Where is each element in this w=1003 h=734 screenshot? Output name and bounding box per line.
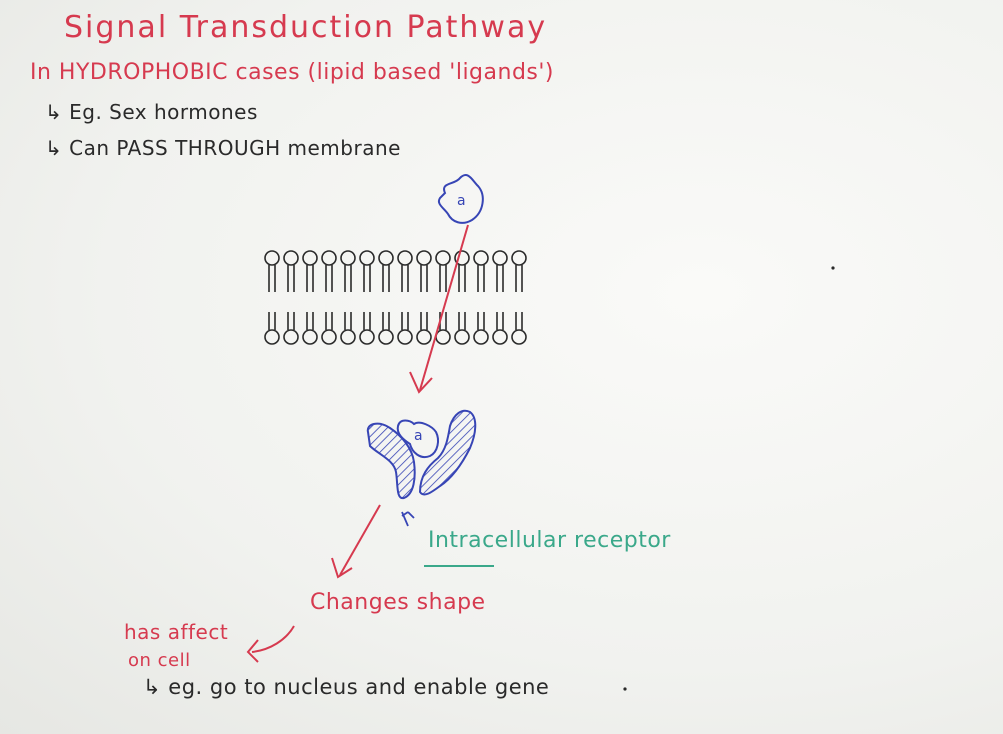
membrane-bullet: ↳ Can PASS THROUGH membrane [45, 136, 401, 160]
lipid-head [378, 329, 394, 345]
lipid-head [378, 250, 394, 266]
example-bullet: ↳ Eg. Sex hormones [45, 100, 258, 124]
lipid-head [473, 250, 489, 266]
lipid-head [397, 250, 413, 266]
lipid-head [302, 250, 318, 266]
lipid-head [283, 250, 299, 266]
lipid-head [511, 250, 527, 266]
membrane-inner-leaflet [264, 312, 527, 345]
receptor-right-lobe [418, 409, 477, 496]
membrane-crossing-arrowhead [409, 371, 433, 394]
lipid-head [416, 329, 432, 345]
lipid-head [511, 329, 527, 345]
marker-dot [831, 266, 835, 270]
nucleus-example: ↳ eg. go to nucleus and enable gene [143, 675, 550, 699]
lipid-head [321, 329, 337, 345]
ligand-blob [438, 174, 484, 224]
lipid-head [492, 329, 508, 345]
page-title: Signal Transduction Pathway [64, 10, 548, 45]
affect-label-line-2: on cell [128, 650, 191, 671]
marker-dot [623, 687, 627, 691]
receptor-left-lobe [366, 422, 416, 500]
lipid-head [340, 329, 356, 345]
ligand-label: a [457, 193, 467, 209]
receptor-label: Intracellular receptor [428, 528, 671, 553]
lipid-head [454, 329, 470, 345]
shape-change-label: Changes shape [310, 590, 486, 615]
lipid-head [473, 329, 489, 345]
lipid-head [454, 250, 470, 266]
bound-ligand-label: a [414, 428, 424, 444]
lipid-head [435, 329, 451, 345]
shape-change-arrow [339, 504, 381, 576]
lipid-head [283, 329, 299, 345]
lipid-head [435, 250, 451, 266]
receptor-bound-ligand [396, 419, 439, 458]
lipid-head [359, 250, 375, 266]
membrane-crossing-arrow [419, 224, 469, 391]
lipid-head [264, 329, 280, 345]
receptor-small-arrow [401, 511, 415, 527]
affect-arrow [246, 625, 295, 663]
shape-change-arrowhead [331, 557, 353, 579]
lipid-head [359, 329, 375, 345]
intracellular-receptor [366, 409, 477, 527]
lipid-head [302, 329, 318, 345]
lipid-head [340, 250, 356, 266]
lipid-head [321, 250, 337, 266]
membrane-outer-leaflet [264, 250, 527, 292]
lipid-head [397, 329, 413, 345]
lipid-head [416, 250, 432, 266]
lipid-head [492, 250, 508, 266]
affect-label-line-1: has affect [124, 620, 229, 644]
lipid-head [264, 250, 280, 266]
hydrophobic-subheading: In HYDROPHOBIC cases (lipid based 'ligan… [30, 60, 555, 85]
